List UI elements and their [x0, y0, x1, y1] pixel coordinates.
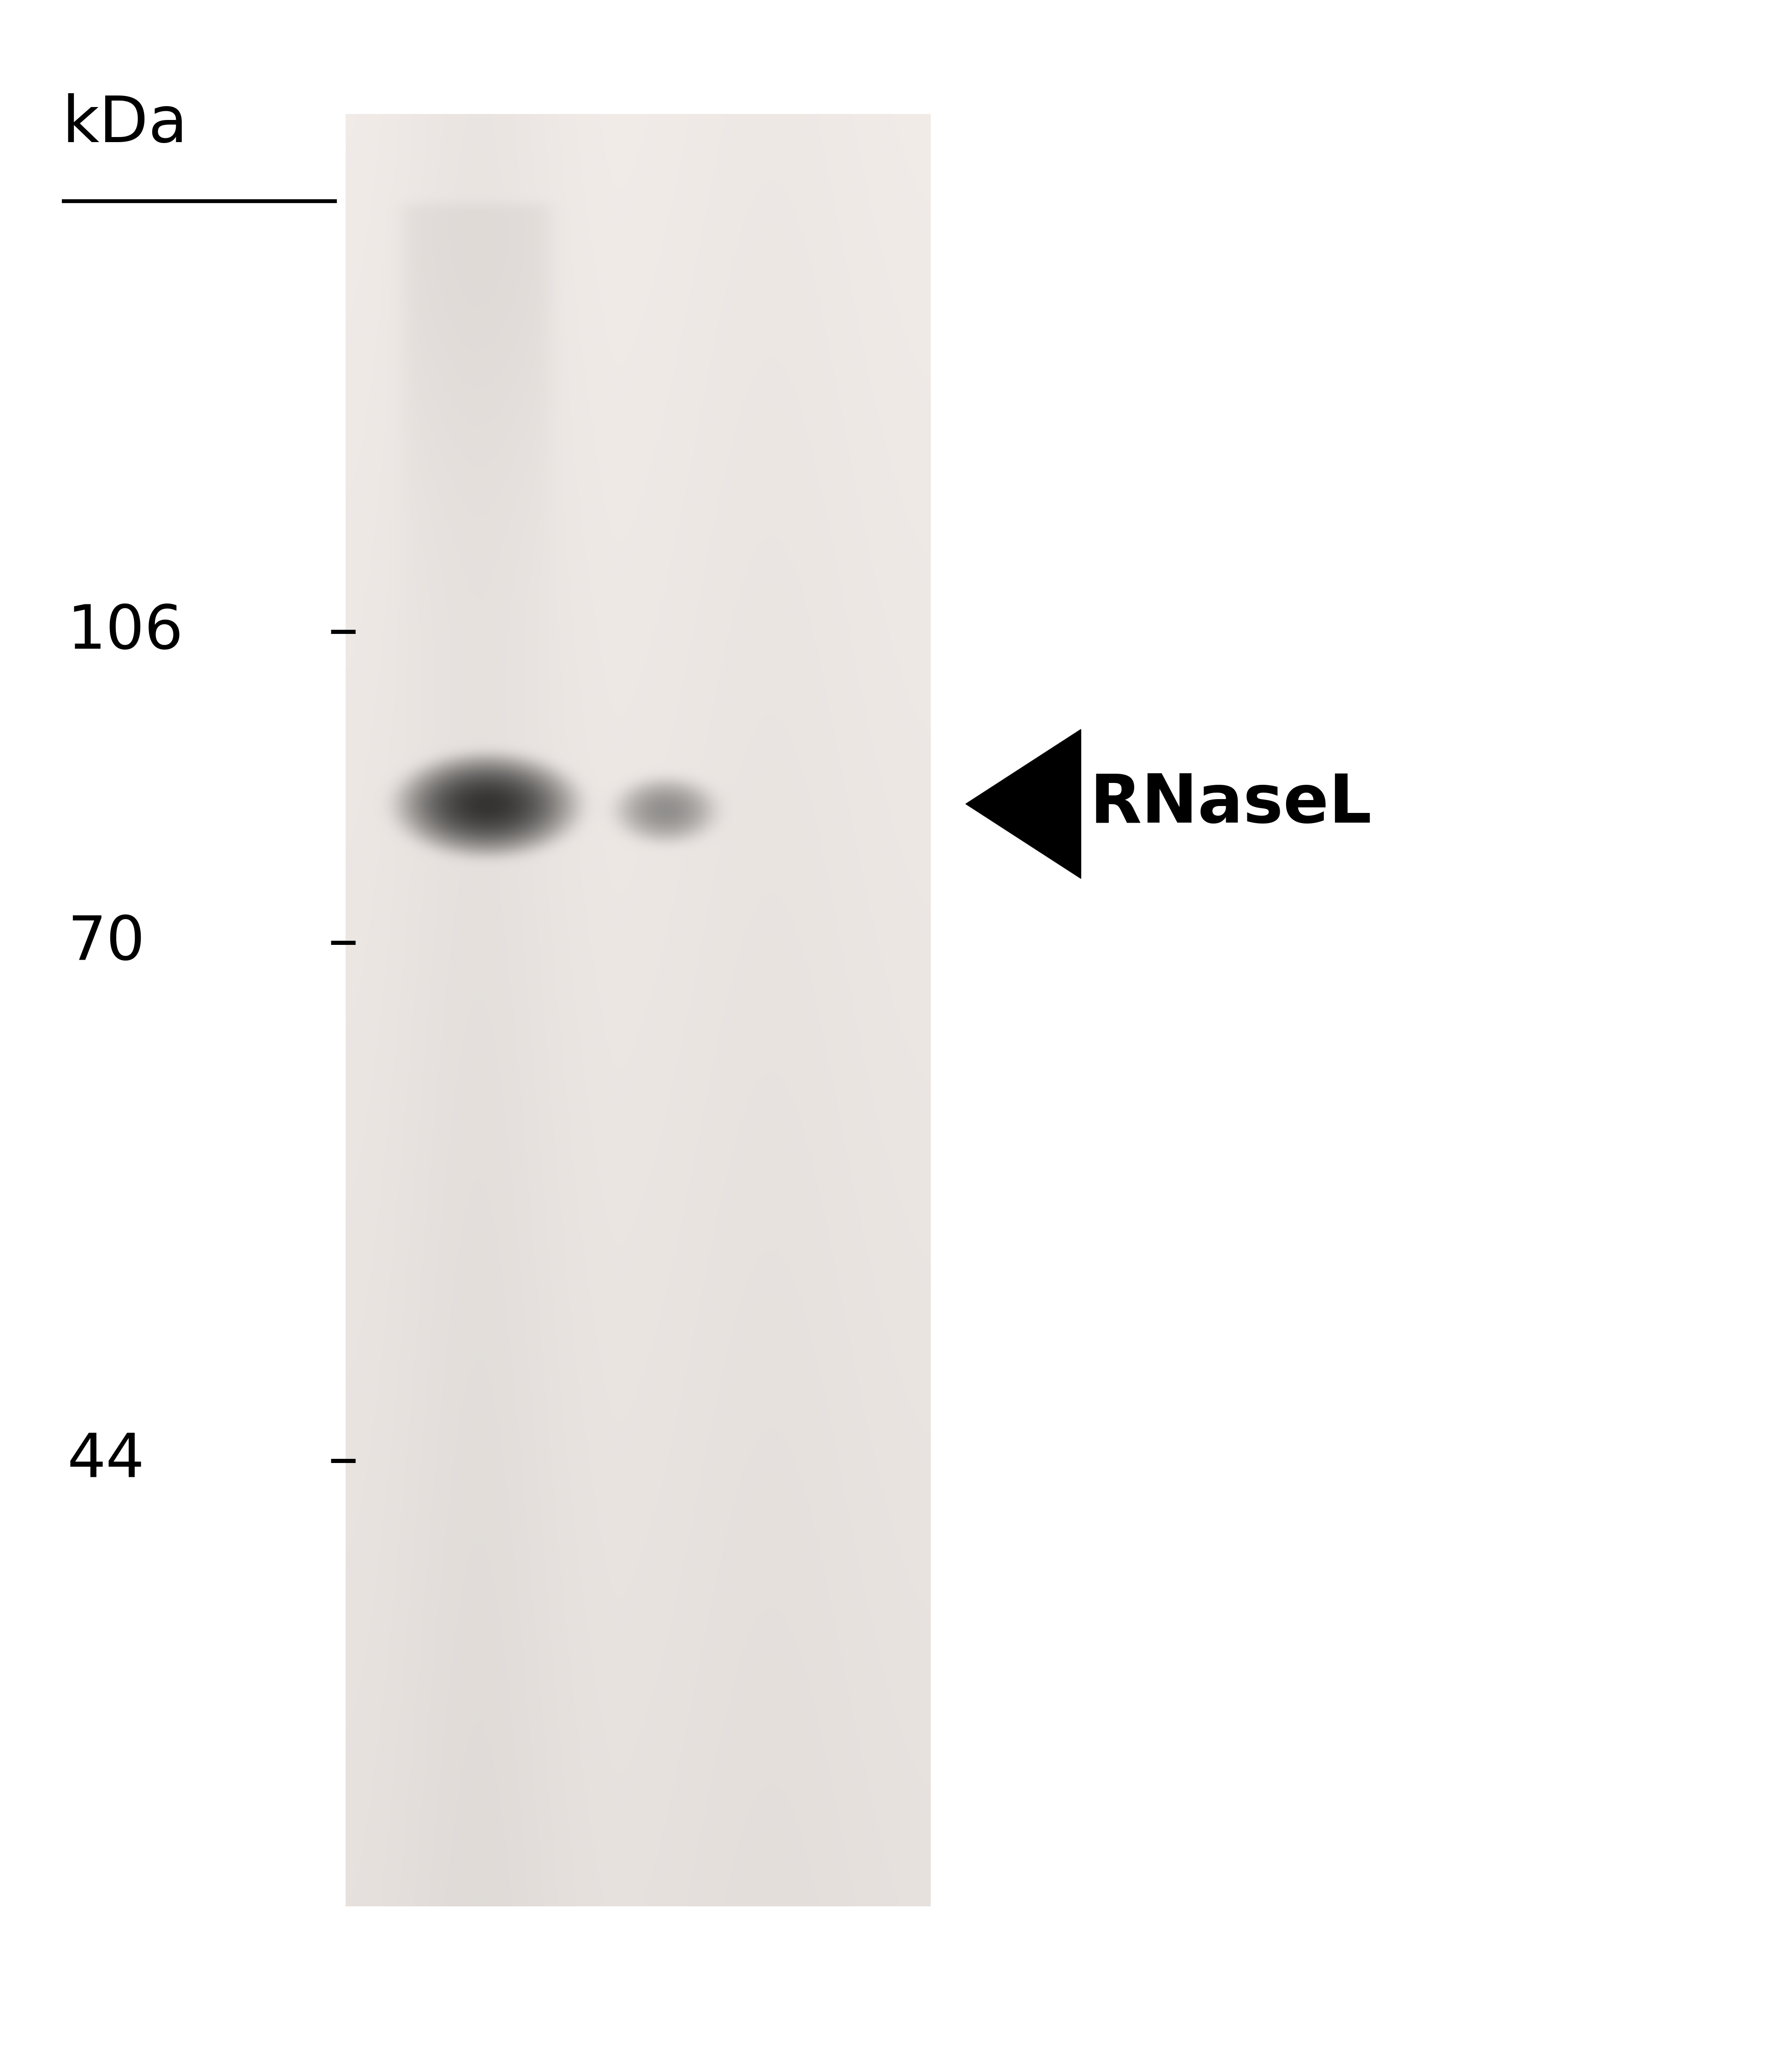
Text: RNaseL: RNaseL — [1090, 771, 1372, 837]
Text: 70: 70 — [67, 914, 145, 972]
Text: kDa: kDa — [62, 93, 188, 155]
Polygon shape — [966, 729, 1081, 879]
Text: 106: 106 — [67, 603, 184, 661]
Text: –: – — [328, 914, 358, 972]
Text: –: – — [328, 1432, 358, 1490]
Text: 44: 44 — [67, 1432, 145, 1490]
Text: –: – — [328, 603, 358, 661]
